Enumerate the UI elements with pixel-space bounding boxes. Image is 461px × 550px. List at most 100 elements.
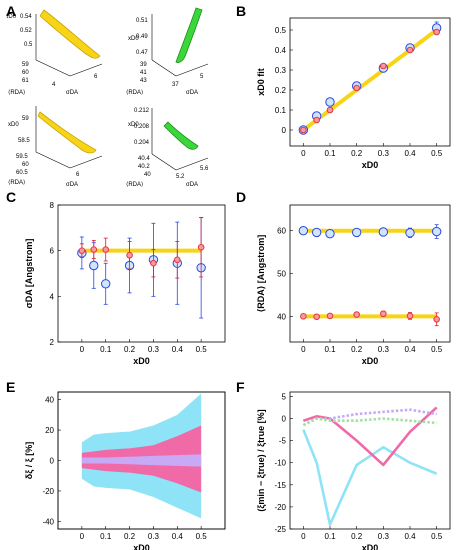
data-point <box>405 228 415 238</box>
panel-a-z-label-1: τD0 <box>6 14 17 20</box>
data-point <box>313 313 320 321</box>
y-tick-label: -20 <box>42 487 54 496</box>
panel-a-surface-4 <box>163 121 199 150</box>
data-point <box>126 251 133 259</box>
plot-frame-e <box>57 391 226 530</box>
data-point <box>78 247 86 254</box>
plot-area-D <box>289 204 451 343</box>
panel-label-f: F <box>236 379 245 395</box>
data-point <box>300 313 307 320</box>
panel-a-z-tick: 0.204 <box>134 140 150 146</box>
x-tick-label: 0.1 <box>324 532 336 541</box>
data-point <box>325 97 335 107</box>
data-point <box>406 46 414 54</box>
panel-a-y-label-2: ⟨RDA⟩ <box>126 89 143 96</box>
x-tick-label: 0 <box>80 345 85 354</box>
panel-a-x-tick: 37 <box>172 82 179 88</box>
x-tick-label: 0.3 <box>148 345 160 354</box>
y-axis-label-E: δξ / ξ [%] <box>24 442 34 479</box>
y-tick-label: 4 <box>50 292 55 301</box>
y-tick-label: 40 <box>45 396 54 405</box>
data-point <box>90 246 98 253</box>
data-point <box>380 62 387 70</box>
data-point <box>102 246 110 253</box>
panel-a-z-label-2: xD0 <box>128 36 139 42</box>
panel-a-x-tick: 6 <box>94 74 98 80</box>
y-tick-label: 0 <box>50 457 55 466</box>
panel-a-subplot-4: xD0 0.212 0.208 0.204 40.4 40.2 40 5.2 5… <box>126 108 209 188</box>
data-point <box>300 126 307 134</box>
panel-a-surface-1 <box>39 9 101 59</box>
data-point <box>173 256 181 264</box>
data-point <box>311 227 322 238</box>
data-point <box>353 84 360 92</box>
panel-a-z-tick: 0.212 <box>134 108 150 114</box>
data-point <box>431 226 442 237</box>
x-tick-label: 0.5 <box>196 532 208 541</box>
panel-a-z-label-3: xD0 <box>8 122 19 128</box>
x-axis-label-F: xD0 <box>362 543 379 550</box>
panel-a-y-tick: 60 <box>22 70 29 76</box>
y-axis-label-D: ⟨RDA⟩ [Angstrom] <box>256 235 266 313</box>
panel-f-chart: 0 0.1 0.2 0.3 0.4 0.5 -25 -20 -15 -10 -5 0 5 xD0 (ξmin… <box>256 391 451 550</box>
data-point <box>298 225 309 236</box>
data-point <box>325 228 335 239</box>
x-tick-label: 0.2 <box>124 532 136 541</box>
panel-label-d: D <box>236 189 246 205</box>
y-tick-label: 60 <box>277 227 286 236</box>
x-tick-label: 0 <box>80 532 85 541</box>
x-tick-label: 0.5 <box>196 345 208 354</box>
panel-a-z-tick: 0.47 <box>136 50 148 56</box>
panel-a-x-label-1: σDA <box>66 90 78 96</box>
y-tick-label: -25 <box>274 525 286 534</box>
panel-a-y-tick: 60 <box>22 162 29 168</box>
panel-a-y-tick: 43 <box>140 78 147 84</box>
panel-a-x-label-4: σDA <box>186 182 198 188</box>
y-axis-label-B: xD0 fit <box>256 68 266 96</box>
panel-a-z-tick: 0.208 <box>134 124 150 130</box>
y-tick-label: 2 <box>50 338 55 347</box>
x-tick-label: 0 <box>301 149 306 158</box>
panel-e-chart: 0 0.1 0.2 0.3 0.4 0.5 -40 -20 0 20 40 xD0 δξ / ξ [%] <box>24 391 226 550</box>
y-tick-label: 0 <box>282 126 287 135</box>
panel-a-subplot-1: τD0 0.54 0.52 0.5 59 60 61 4 6 ⟨RDA⟩ σDA <box>6 9 103 96</box>
data-point <box>326 312 334 320</box>
panel-d-chart: 0 0.1 0.2 0.3 0.4 0.5 40 50 60 xD0 ⟨RDA⟩ [Angstrom… <box>256 204 451 366</box>
x-axis-label-C: xD0 <box>133 356 150 366</box>
panel-a-y-tick: 41 <box>140 70 147 76</box>
data-point <box>406 312 414 320</box>
x-tick-label: 0.5 <box>431 149 443 158</box>
x-tick-label: 0.2 <box>351 345 363 354</box>
x-tick-label: 0.1 <box>100 345 112 354</box>
x-tick-label: 0.1 <box>324 345 336 354</box>
panel-a-y-tick: 40 <box>144 172 151 178</box>
x-tick-label: 0.2 <box>124 345 136 354</box>
x-tick-label: 0.2 <box>351 532 363 541</box>
x-tick-label: 0.5 <box>431 532 443 541</box>
data-point <box>351 227 362 238</box>
panel-label-e: E <box>6 379 15 395</box>
series-line-light_green <box>302 417 437 427</box>
y-tick-label: 0.2 <box>275 86 287 95</box>
panel-a-z-tick: 58.5 <box>18 138 30 144</box>
x-tick-label: 0 <box>301 532 306 541</box>
panel-a-y-label-3: ⟨RDA⟩ <box>8 179 25 186</box>
panel-a-surface-2 <box>175 7 203 63</box>
panel-a-y-tick: 40.2 <box>138 164 150 170</box>
panel-a-y-label-4: ⟨RDA⟩ <box>126 181 143 188</box>
data-point <box>326 106 334 114</box>
y-tick-label: -5 <box>279 437 287 446</box>
y-tick-label: 0.3 <box>275 66 287 75</box>
band-lavender <box>81 454 202 467</box>
x-tick-label: 0.4 <box>404 532 416 541</box>
x-axis-label-E: xD0 <box>133 543 150 550</box>
panel-a-z-tick: 0.52 <box>20 28 32 34</box>
y-tick-label: 5 <box>282 392 287 401</box>
data-point <box>101 279 111 289</box>
y-tick-label: 40 <box>277 312 286 321</box>
panel-a-y-tick: 40.4 <box>138 156 150 162</box>
y-tick-label: 0.5 <box>275 26 287 35</box>
panel-a-x-tick: 4 <box>52 82 56 88</box>
panel-a-y-tick: 61 <box>22 78 29 84</box>
